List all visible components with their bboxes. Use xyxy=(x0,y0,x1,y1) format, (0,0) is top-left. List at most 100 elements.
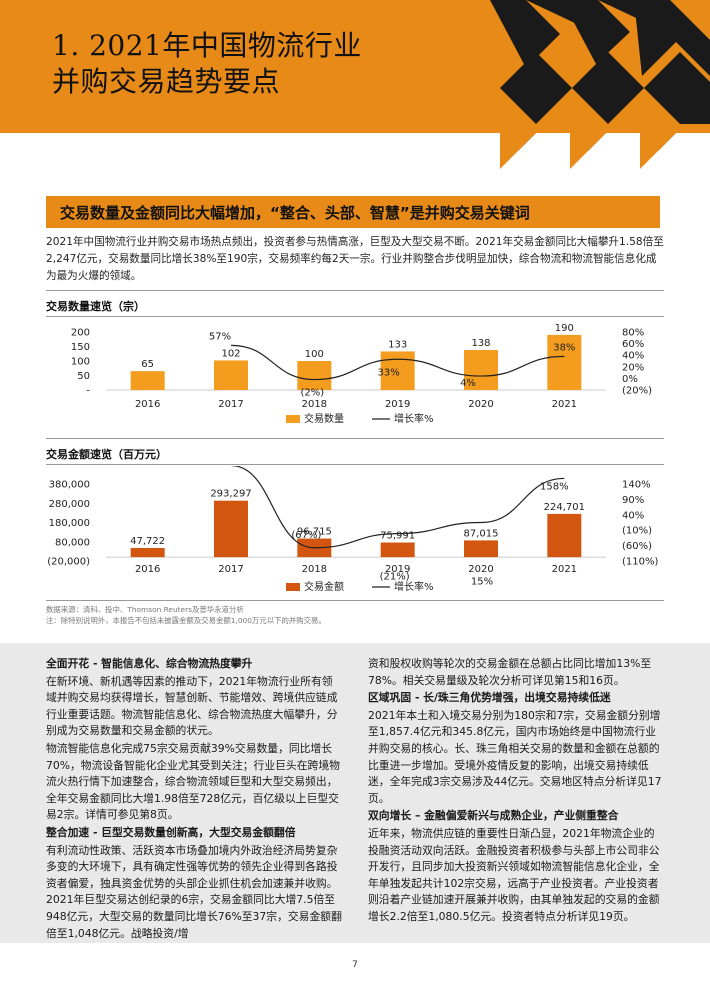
bar xyxy=(130,371,165,390)
chart2-top-rule xyxy=(46,438,664,439)
legend-label: 增长率% xyxy=(394,412,434,425)
bar xyxy=(464,349,498,390)
note-line: 注：除特别说明外，本报告不包括未披露金额及交易金额1,000万元以下的并购交易。 xyxy=(46,616,326,625)
x-axis-tick-label: 2017 xyxy=(218,564,243,575)
chart2-title-rule xyxy=(46,464,664,465)
x-axis-tick-label: 2016 xyxy=(135,564,160,575)
legend-label: 增长率% xyxy=(394,580,434,593)
page-title: 1. 2021年中国物流行业 并购交易趋势要点 xyxy=(52,28,362,100)
x-axis-tick-label: 2016 xyxy=(135,399,160,410)
y2-axis-tick-label: 0% xyxy=(622,374,638,385)
y-axis-tick-label: 180,000 xyxy=(49,518,90,529)
y2-axis-tick-label: (20%) xyxy=(622,386,652,397)
growth-rate-label: 38% xyxy=(553,342,575,353)
y-axis-tick-label: - xyxy=(86,386,90,397)
y-axis-tick-label: 380,000 xyxy=(49,480,90,491)
legend-swatch-bar xyxy=(286,415,300,423)
bar xyxy=(380,542,415,558)
heading-two-way-growth: 双向增长 – 金融偏爱新兴与成熟企业，产业侧重整合 xyxy=(368,809,619,823)
y-axis-tick-label: 100 xyxy=(71,357,90,368)
paragraph: 近年来，物流供应链的重要性日渐凸显，2021年物流企业的投融资活动双向活跃。金融… xyxy=(368,826,660,923)
page-title-line2: 并购交易趋势要点 xyxy=(52,65,281,98)
growth-rate-label: (21%) xyxy=(380,572,410,583)
bar-value-label: 138 xyxy=(471,338,490,349)
header-decoration xyxy=(460,0,710,178)
paragraph: 资和股权收购等轮次的交易金额在总额占比同比增加13%至78%。相关交易量级及轮次… xyxy=(368,657,652,687)
growth-rate-label: 158% xyxy=(540,481,569,492)
x-axis-tick-label: 2019 xyxy=(385,399,410,410)
y-axis-tick-label: 80,000 xyxy=(55,537,90,548)
chart1-title-rule xyxy=(46,316,664,317)
bar-value-label: 224,701 xyxy=(544,502,585,513)
x-axis-tick-label: 2021 xyxy=(552,564,577,575)
bar-value-label: 75,991 xyxy=(380,531,415,542)
source-note: 数据来源：清科、投中、Thomson Reuters及普华永道分析 注：除特别说… xyxy=(46,604,326,626)
y2-axis-tick-label: (110%) xyxy=(622,557,658,568)
y-axis-tick-label: 280,000 xyxy=(49,499,90,510)
paragraph: 在新环境、新机遇等因素的推动下，2021年物流行业所有领域并购交易均获得增长，智… xyxy=(46,674,338,738)
intro-paragraph: 2021年中国物流行业并购交易市场热点频出，投资者参与热情高涨，巨型及大型交易不… xyxy=(46,236,664,282)
x-axis-tick-label: 2017 xyxy=(218,399,243,410)
heading-regional: 区域巩固 - 长/珠三角优势增强，出境交易持续低迷 xyxy=(368,691,611,705)
x-axis-tick-label: 2018 xyxy=(302,564,327,575)
chart1-title: 交易数量速览（宗） xyxy=(46,300,145,313)
y2-axis-tick-label: (10%) xyxy=(622,526,652,537)
summary-panel xyxy=(0,643,710,943)
growth-rate-label: 33% xyxy=(378,367,400,378)
bar xyxy=(130,547,165,558)
paragraph: 物流智能信息化完成75宗交易贡献39%交易数量，同比增长70%，物流设备智能化企… xyxy=(46,741,340,822)
growth-rate-label: 15% xyxy=(471,577,493,588)
bar xyxy=(214,360,248,390)
growth-rate-line xyxy=(230,466,565,549)
paragraph: 2021年本土和入境交易分别为180宗和7宗，交易金额分别增至1,857.4亿元… xyxy=(368,708,662,805)
bar-value-label: 87,015 xyxy=(464,528,499,539)
y2-axis-tick-label: 140% xyxy=(622,480,651,491)
count-chart: 200 150 100 50 - 80%60%40%20%0%(20%) 65 2016 102… xyxy=(71,323,652,425)
x-axis-tick-label: 2019 xyxy=(385,564,410,575)
bar xyxy=(214,500,248,558)
heading-integration: 整合加速 - 巨型交易数量创新高，大型交易金额翻倍 xyxy=(46,825,296,839)
x-axis-tick-label: 2020 xyxy=(468,564,493,575)
chart1-top-rule xyxy=(46,290,664,291)
growth-rate-line xyxy=(230,344,565,381)
y-axis-tick-label: 150 xyxy=(71,342,90,353)
y2-axis-tick-label: 60% xyxy=(622,339,644,350)
y-axis-tick-label: (20,000) xyxy=(47,557,90,568)
bar xyxy=(547,334,582,390)
heading-full-bloom: 全面开花 - 智能信息化、综合物流热度攀升 xyxy=(46,657,253,670)
y2-axis-tick-label: 90% xyxy=(622,495,644,506)
growth-rate-label: (2%) xyxy=(300,388,324,399)
x-axis-tick-label: 2020 xyxy=(468,399,493,410)
y2-axis-tick-label: 40% xyxy=(622,510,644,521)
legend-label: 交易数量 xyxy=(304,412,344,425)
page-title-line1: 1. 2021年中国物流行业 xyxy=(52,29,362,62)
bar-value-label: 102 xyxy=(221,348,240,359)
growth-rate-label: 57% xyxy=(209,331,231,342)
growth-rate-label: 4% xyxy=(460,378,476,389)
growth-rate-label: (67%) xyxy=(291,530,321,541)
legend-label: 交易金额 xyxy=(304,580,344,593)
bar-value-label: 100 xyxy=(305,349,324,360)
bar-value-label: 190 xyxy=(555,323,574,334)
bar-value-label: 65 xyxy=(141,359,154,370)
section-title: 交易数量及金额同比大幅增加，“整合、头部、智慧”是并购交易关键词 xyxy=(60,203,530,222)
bar xyxy=(380,351,415,390)
y-axis-tick-label: 200 xyxy=(71,328,90,339)
page-number: 7 xyxy=(352,960,358,970)
y2-axis-tick-label: (60%) xyxy=(622,541,652,552)
y2-axis-tick-label: 20% xyxy=(622,362,644,373)
bar xyxy=(464,540,498,558)
bar-value-label: 293,297 xyxy=(210,489,251,500)
bar-value-label: 47,722 xyxy=(130,536,165,547)
y2-axis-tick-label: 80% xyxy=(622,328,644,339)
x-axis-tick-label: 2018 xyxy=(302,399,327,410)
bar xyxy=(297,361,332,390)
bar xyxy=(547,513,582,558)
y-axis-tick-label: 50 xyxy=(77,371,90,382)
chart2-bottom-rule xyxy=(46,600,664,601)
legend-swatch-bar xyxy=(286,583,300,591)
paragraph: 有利流动性政策、活跃资本市场叠加境内外政治经济局势复杂多变的大环境下，具有确定性… xyxy=(46,843,342,940)
section-title-bar: 交易数量及金额同比大幅增加，“整合、头部、智慧”是并购交易关键词 xyxy=(46,196,660,228)
summary-left-column: 全面开花 - 智能信息化、综合物流热度攀升 在新环境、新机遇等因素的推动下，20… xyxy=(46,656,342,943)
bar-value-label: 133 xyxy=(388,339,407,350)
